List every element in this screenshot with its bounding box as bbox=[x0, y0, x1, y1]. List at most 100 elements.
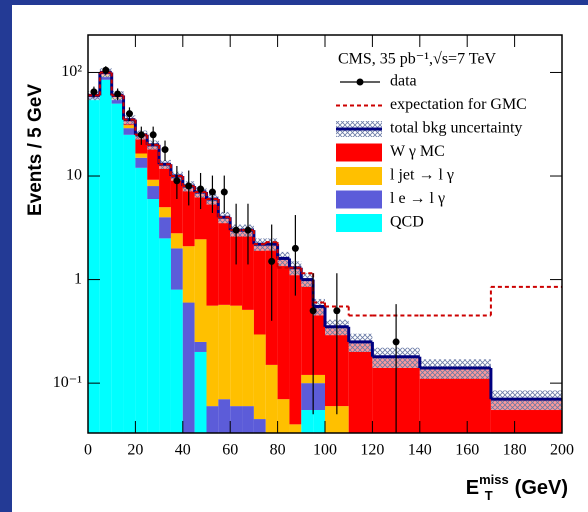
data-point bbox=[161, 146, 169, 154]
legend-label: QCD bbox=[390, 214, 424, 231]
bar-segment bbox=[301, 279, 314, 375]
bar-segment bbox=[313, 306, 325, 375]
x-tick-label: 120 bbox=[360, 442, 384, 459]
bar-segment bbox=[159, 164, 171, 208]
bar-segment bbox=[325, 406, 349, 433]
bar-segment bbox=[147, 186, 160, 199]
x-tick-label: 100 bbox=[313, 442, 337, 459]
bar-segment bbox=[170, 233, 183, 249]
bar-segment bbox=[147, 144, 160, 180]
bar-segment bbox=[88, 99, 100, 433]
legend-label: expectation for GMC bbox=[390, 96, 527, 113]
x-label-unit: (GeV) bbox=[515, 477, 568, 499]
plot-area bbox=[88, 66, 562, 433]
x-label-sup: miss bbox=[479, 472, 509, 487]
bar-segment bbox=[159, 217, 171, 239]
bar-segment bbox=[301, 383, 314, 411]
x-tick-label: 80 bbox=[270, 442, 286, 459]
bar-segment bbox=[159, 207, 171, 218]
bar-segment bbox=[218, 399, 231, 433]
y-tick-label: 1 bbox=[74, 270, 82, 287]
data-point bbox=[125, 110, 133, 118]
x-tick-label: 40 bbox=[175, 442, 191, 459]
legend-swatch bbox=[356, 78, 364, 86]
legend-swatch bbox=[336, 214, 382, 232]
bar-segment bbox=[230, 230, 243, 306]
y-tick-label: 10² bbox=[61, 63, 82, 80]
bar-segment bbox=[111, 103, 124, 433]
data-point bbox=[232, 226, 240, 234]
data-point bbox=[220, 188, 228, 196]
bar-segment bbox=[135, 153, 148, 158]
bar-segment bbox=[265, 364, 278, 433]
bar-segment bbox=[135, 167, 148, 433]
y-tick-label: 10⁻¹ bbox=[53, 374, 82, 391]
bar-segment bbox=[313, 410, 325, 433]
data-point bbox=[333, 307, 341, 315]
bar-segment bbox=[194, 351, 207, 433]
bar-segment bbox=[206, 406, 219, 433]
bar-segment bbox=[182, 302, 195, 433]
data-point bbox=[268, 257, 276, 265]
bar-segment bbox=[111, 99, 124, 104]
y-axis-label: Events / 5 GeV bbox=[25, 84, 46, 216]
bar-segment bbox=[123, 125, 136, 129]
bar-segment bbox=[218, 304, 231, 400]
y-tick-label: 10 bbox=[66, 167, 82, 184]
bar-segment bbox=[218, 217, 231, 305]
x-tick-label: 200 bbox=[550, 442, 574, 459]
bar-segment bbox=[182, 246, 195, 303]
x-label-base: E bbox=[466, 477, 479, 499]
x-tick-label: 160 bbox=[455, 442, 479, 459]
bar-segment bbox=[277, 258, 290, 400]
x-tick-label: 180 bbox=[503, 442, 527, 459]
bar-segment bbox=[253, 419, 266, 433]
bar-segment bbox=[123, 134, 136, 433]
bar-segment bbox=[230, 305, 243, 407]
x-tick-label: 0 bbox=[84, 442, 92, 459]
frame-top bbox=[0, 0, 588, 5]
data-point bbox=[244, 226, 252, 234]
data-point bbox=[173, 177, 181, 185]
data-point bbox=[309, 307, 317, 315]
legend-header: CMS, 35 pb⁻¹,√s=7 TeV bbox=[338, 51, 497, 68]
x-tick-label: 140 bbox=[408, 442, 432, 459]
bar-segment bbox=[253, 244, 266, 335]
bar-segment bbox=[206, 198, 219, 306]
bar-segment bbox=[301, 374, 314, 384]
bar-segment bbox=[170, 176, 183, 234]
legend-label: l jet → l γ bbox=[390, 167, 454, 184]
bar-segment bbox=[135, 157, 148, 168]
bar-segment bbox=[289, 267, 302, 425]
x-label-sub: T bbox=[485, 488, 493, 503]
bar-segment bbox=[242, 406, 254, 433]
bar-segment bbox=[277, 399, 290, 433]
bar-segment bbox=[313, 383, 325, 411]
bar-segment bbox=[99, 76, 112, 80]
data-point bbox=[291, 244, 299, 252]
bar-segment bbox=[194, 192, 207, 240]
bar-segment bbox=[348, 341, 373, 433]
data-point bbox=[208, 188, 216, 196]
data-point bbox=[137, 131, 145, 139]
data-point bbox=[149, 131, 157, 139]
bar-segment bbox=[182, 186, 195, 247]
bar-segment bbox=[301, 410, 314, 433]
bar-segment bbox=[419, 368, 491, 433]
bar-segment bbox=[147, 179, 160, 187]
legend-label: W γ MC bbox=[390, 143, 445, 160]
data-point bbox=[114, 90, 122, 98]
legend-label: data bbox=[390, 73, 417, 90]
bar-segment bbox=[289, 424, 302, 433]
legend-swatch bbox=[336, 143, 382, 162]
bar-segment bbox=[99, 79, 112, 433]
bar-segment bbox=[230, 406, 243, 433]
bar-segment bbox=[123, 128, 136, 135]
bar-segment bbox=[194, 341, 207, 352]
legend-swatch bbox=[336, 167, 382, 185]
bar-segment bbox=[170, 248, 183, 290]
legend-label: total bkg uncertainty bbox=[390, 120, 522, 137]
bar-segment bbox=[253, 334, 266, 420]
bar-segment bbox=[313, 374, 325, 384]
